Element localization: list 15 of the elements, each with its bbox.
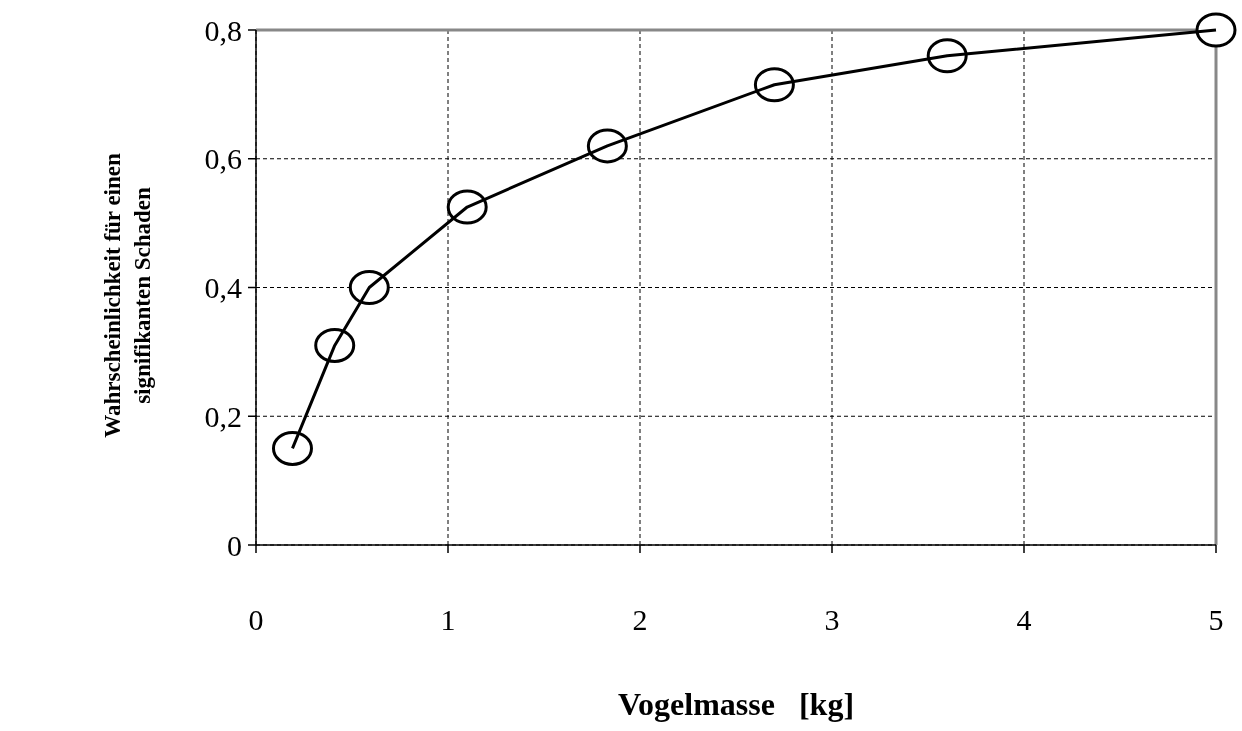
x-axis-title: Vogelmasse [kg] xyxy=(617,686,855,722)
x-tick-label: 3 xyxy=(824,603,840,636)
x-tick-label: 0 xyxy=(248,603,264,636)
x-tick-label: 2 xyxy=(632,603,648,636)
y-tick-label: 0,8 xyxy=(204,13,242,47)
y-axis-title: Wahrscheinlichkeit für einen signifikanten Schaden xyxy=(100,153,155,438)
point xyxy=(1195,12,1237,48)
x-tick-label: 5 xyxy=(1208,603,1224,636)
x-tick-label: 1 xyxy=(440,603,456,636)
y-tick-label: 0,2 xyxy=(204,399,242,433)
y-tick-label: 0,4 xyxy=(204,271,242,304)
y-tick-label: 0,6 xyxy=(204,142,242,176)
x-tick-label: 4 xyxy=(1016,603,1032,636)
point xyxy=(271,430,313,466)
y-tick-label: 0 xyxy=(227,528,242,562)
